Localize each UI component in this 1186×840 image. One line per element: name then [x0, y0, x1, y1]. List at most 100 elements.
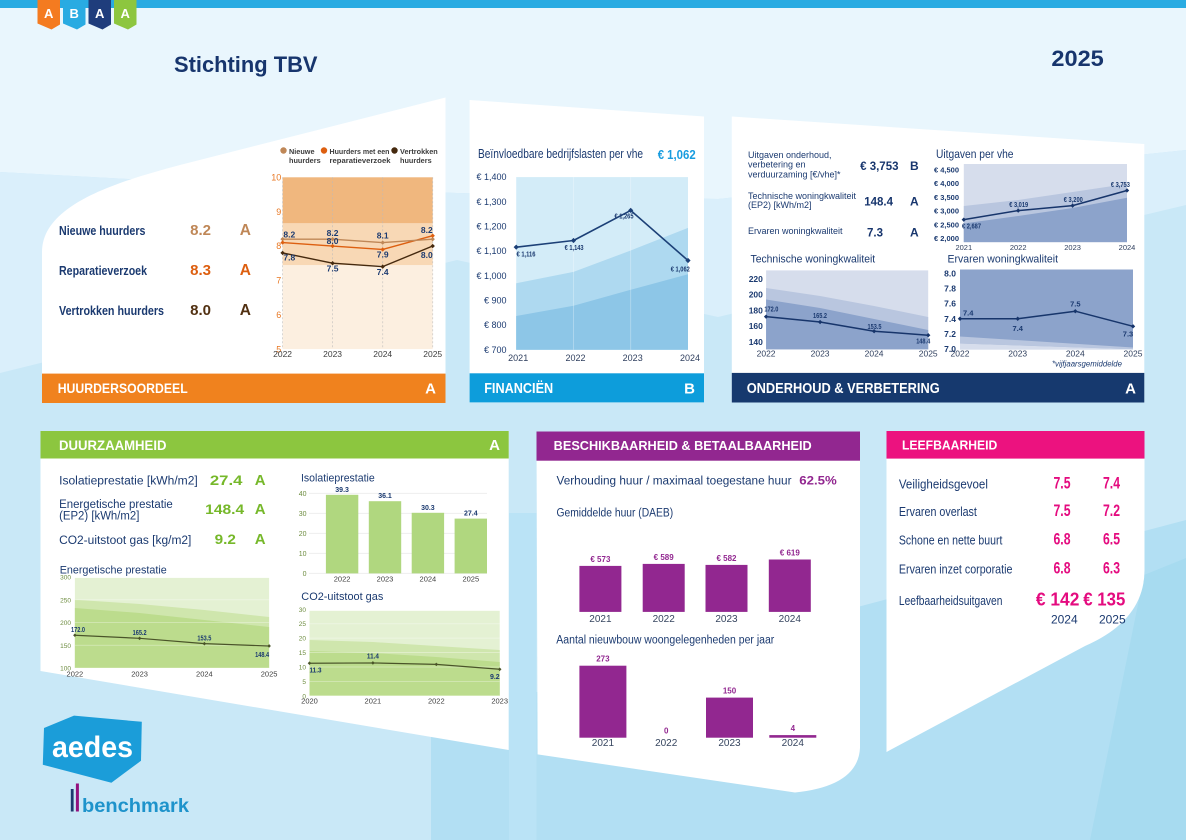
svg-text:200: 200: [749, 290, 763, 300]
svg-text:2023: 2023: [323, 349, 342, 359]
svg-text:2025: 2025: [462, 575, 479, 584]
svg-text:€ 135: € 135: [1083, 590, 1125, 610]
svg-text:Isolatieprestatie [kWh/m2]: Isolatieprestatie [kWh/m2]: [59, 475, 198, 487]
svg-text:11.3: 11.3: [310, 668, 322, 675]
svg-text:2021: 2021: [508, 353, 528, 363]
svg-text:7.9: 7.9: [377, 250, 389, 260]
svg-text:€ 2,000: € 2,000: [934, 234, 959, 243]
svg-text:2025: 2025: [1051, 46, 1103, 71]
svg-text:A: A: [121, 6, 131, 21]
svg-text:HUURDERSOORDEEL: HUURDERSOORDEEL: [58, 381, 188, 396]
svg-text:Vertrokken: Vertrokken: [400, 147, 438, 156]
svg-text:B: B: [684, 381, 695, 398]
svg-text:8.2: 8.2: [421, 225, 433, 235]
svg-text:Ervaren overlast: Ervaren overlast: [899, 504, 977, 519]
svg-text:140: 140: [749, 337, 763, 347]
svg-text:ONDERHOUD & VERBETERING: ONDERHOUD & VERBETERING: [747, 381, 940, 397]
svg-text:Energetische prestatie: Energetische prestatie: [60, 565, 167, 577]
svg-text:7.2: 7.2: [944, 329, 956, 339]
svg-text:20: 20: [299, 636, 307, 643]
svg-text:A: A: [240, 262, 251, 279]
svg-text:2023: 2023: [623, 353, 643, 363]
svg-text:273: 273: [596, 655, 610, 664]
svg-text:Leefbaarheidsuitgaven: Leefbaarheidsuitgaven: [899, 593, 1003, 608]
svg-text:2025: 2025: [423, 349, 442, 359]
svg-text:148.4: 148.4: [255, 652, 269, 659]
svg-text:2021: 2021: [589, 614, 612, 625]
svg-text:9.2: 9.2: [490, 674, 500, 681]
svg-text:100: 100: [60, 666, 71, 673]
svg-text:€ 1,200: € 1,200: [476, 221, 506, 231]
svg-text:6.8: 6.8: [1054, 531, 1071, 549]
svg-text:€ 1,400: € 1,400: [476, 172, 506, 182]
svg-text:10: 10: [299, 551, 307, 558]
svg-text:153.5: 153.5: [197, 636, 211, 643]
svg-text:2023: 2023: [1008, 349, 1027, 359]
svg-text:B: B: [70, 6, 79, 21]
svg-text:7.5: 7.5: [1070, 300, 1080, 309]
svg-text:25: 25: [299, 621, 307, 628]
svg-text:verbetering en: verbetering en: [748, 160, 806, 170]
svg-text:€ 1,143: € 1,143: [565, 245, 584, 252]
svg-text:BESCHIKBAARHEID & BETAALBAARHE: BESCHIKBAARHEID & BETAALBAARHEID: [554, 439, 812, 453]
svg-text:2024: 2024: [1051, 613, 1078, 627]
svg-text:39.3: 39.3: [335, 487, 349, 494]
svg-text:€ 4,000: € 4,000: [934, 179, 959, 188]
svg-text:Energetische prestatie: Energetische prestatie: [59, 499, 173, 511]
svg-text:A: A: [1125, 381, 1136, 398]
svg-text:2024: 2024: [680, 353, 700, 363]
svg-text:27.4: 27.4: [210, 472, 243, 488]
svg-text:2023: 2023: [377, 575, 394, 584]
svg-text:148.4: 148.4: [864, 197, 893, 209]
svg-text:€ 1,265: € 1,265: [615, 213, 634, 220]
svg-text:8.3: 8.3: [190, 262, 211, 279]
svg-text:CO2-uitstoot gas: CO2-uitstoot gas: [301, 591, 383, 603]
svg-text:0: 0: [303, 571, 307, 578]
svg-text:Nieuwe huurders: Nieuwe huurders: [59, 224, 145, 238]
svg-text:€ 573: € 573: [590, 555, 611, 564]
svg-text:11.4: 11.4: [367, 654, 379, 661]
svg-text:2024: 2024: [373, 349, 392, 359]
svg-text:A: A: [255, 472, 266, 489]
svg-text:8.2: 8.2: [190, 222, 211, 239]
svg-text:2022: 2022: [67, 670, 84, 679]
svg-text:A: A: [910, 226, 919, 240]
svg-text:7.8: 7.8: [283, 253, 295, 263]
svg-text:8: 8: [276, 241, 281, 251]
svg-text:Technische woningkwaliteit: Technische woningkwaliteit: [751, 254, 876, 266]
svg-text:verduurzaming [€/vhe]*: verduurzaming [€/vhe]*: [748, 170, 841, 180]
svg-text:€ 1,116: € 1,116: [517, 251, 536, 258]
svg-text:10: 10: [271, 173, 281, 183]
svg-text:€ 619: € 619: [780, 549, 801, 558]
svg-text:huurders: huurders: [289, 156, 321, 165]
svg-text:2024: 2024: [779, 614, 802, 625]
svg-text:2025: 2025: [261, 670, 278, 679]
svg-text:aedes: aedes: [52, 731, 133, 764]
svg-text:30.3: 30.3: [421, 505, 435, 512]
svg-text:7: 7: [276, 276, 281, 286]
svg-text:7.5: 7.5: [327, 263, 339, 273]
svg-text:2024: 2024: [1119, 243, 1136, 252]
svg-text:6.8: 6.8: [1054, 560, 1071, 578]
svg-text:Aantal nieuwbouw woongelegenhe: Aantal nieuwbouw woongelegenheden per ja…: [556, 635, 774, 647]
svg-text:€ 3,753: € 3,753: [1111, 182, 1130, 189]
svg-text:7.3: 7.3: [1123, 330, 1133, 339]
svg-text:Uitgaven per vhe: Uitgaven per vhe: [936, 149, 1014, 161]
svg-text:8.2: 8.2: [327, 228, 339, 238]
svg-text:LEEFBAARHEID: LEEFBAARHEID: [902, 438, 997, 453]
svg-text:2025: 2025: [1124, 349, 1143, 359]
svg-text:2025: 2025: [919, 349, 938, 359]
svg-text:5: 5: [302, 679, 306, 686]
svg-text:8.1: 8.1: [377, 231, 389, 241]
svg-text:7.8: 7.8: [944, 284, 956, 294]
svg-text:7.4: 7.4: [377, 267, 389, 277]
svg-text:€ 1,000: € 1,000: [476, 271, 506, 281]
svg-text:Stichting TBV: Stichting TBV: [174, 52, 318, 77]
svg-text:2024: 2024: [1066, 349, 1085, 359]
svg-text:Reparatieverzoek: Reparatieverzoek: [59, 264, 147, 278]
svg-text:A: A: [425, 381, 436, 398]
svg-text:Uitgaven onderhoud,: Uitgaven onderhoud,: [748, 150, 832, 160]
svg-text:2022: 2022: [428, 697, 445, 706]
svg-text:180: 180: [749, 305, 763, 315]
svg-text:7.3: 7.3: [867, 228, 883, 240]
